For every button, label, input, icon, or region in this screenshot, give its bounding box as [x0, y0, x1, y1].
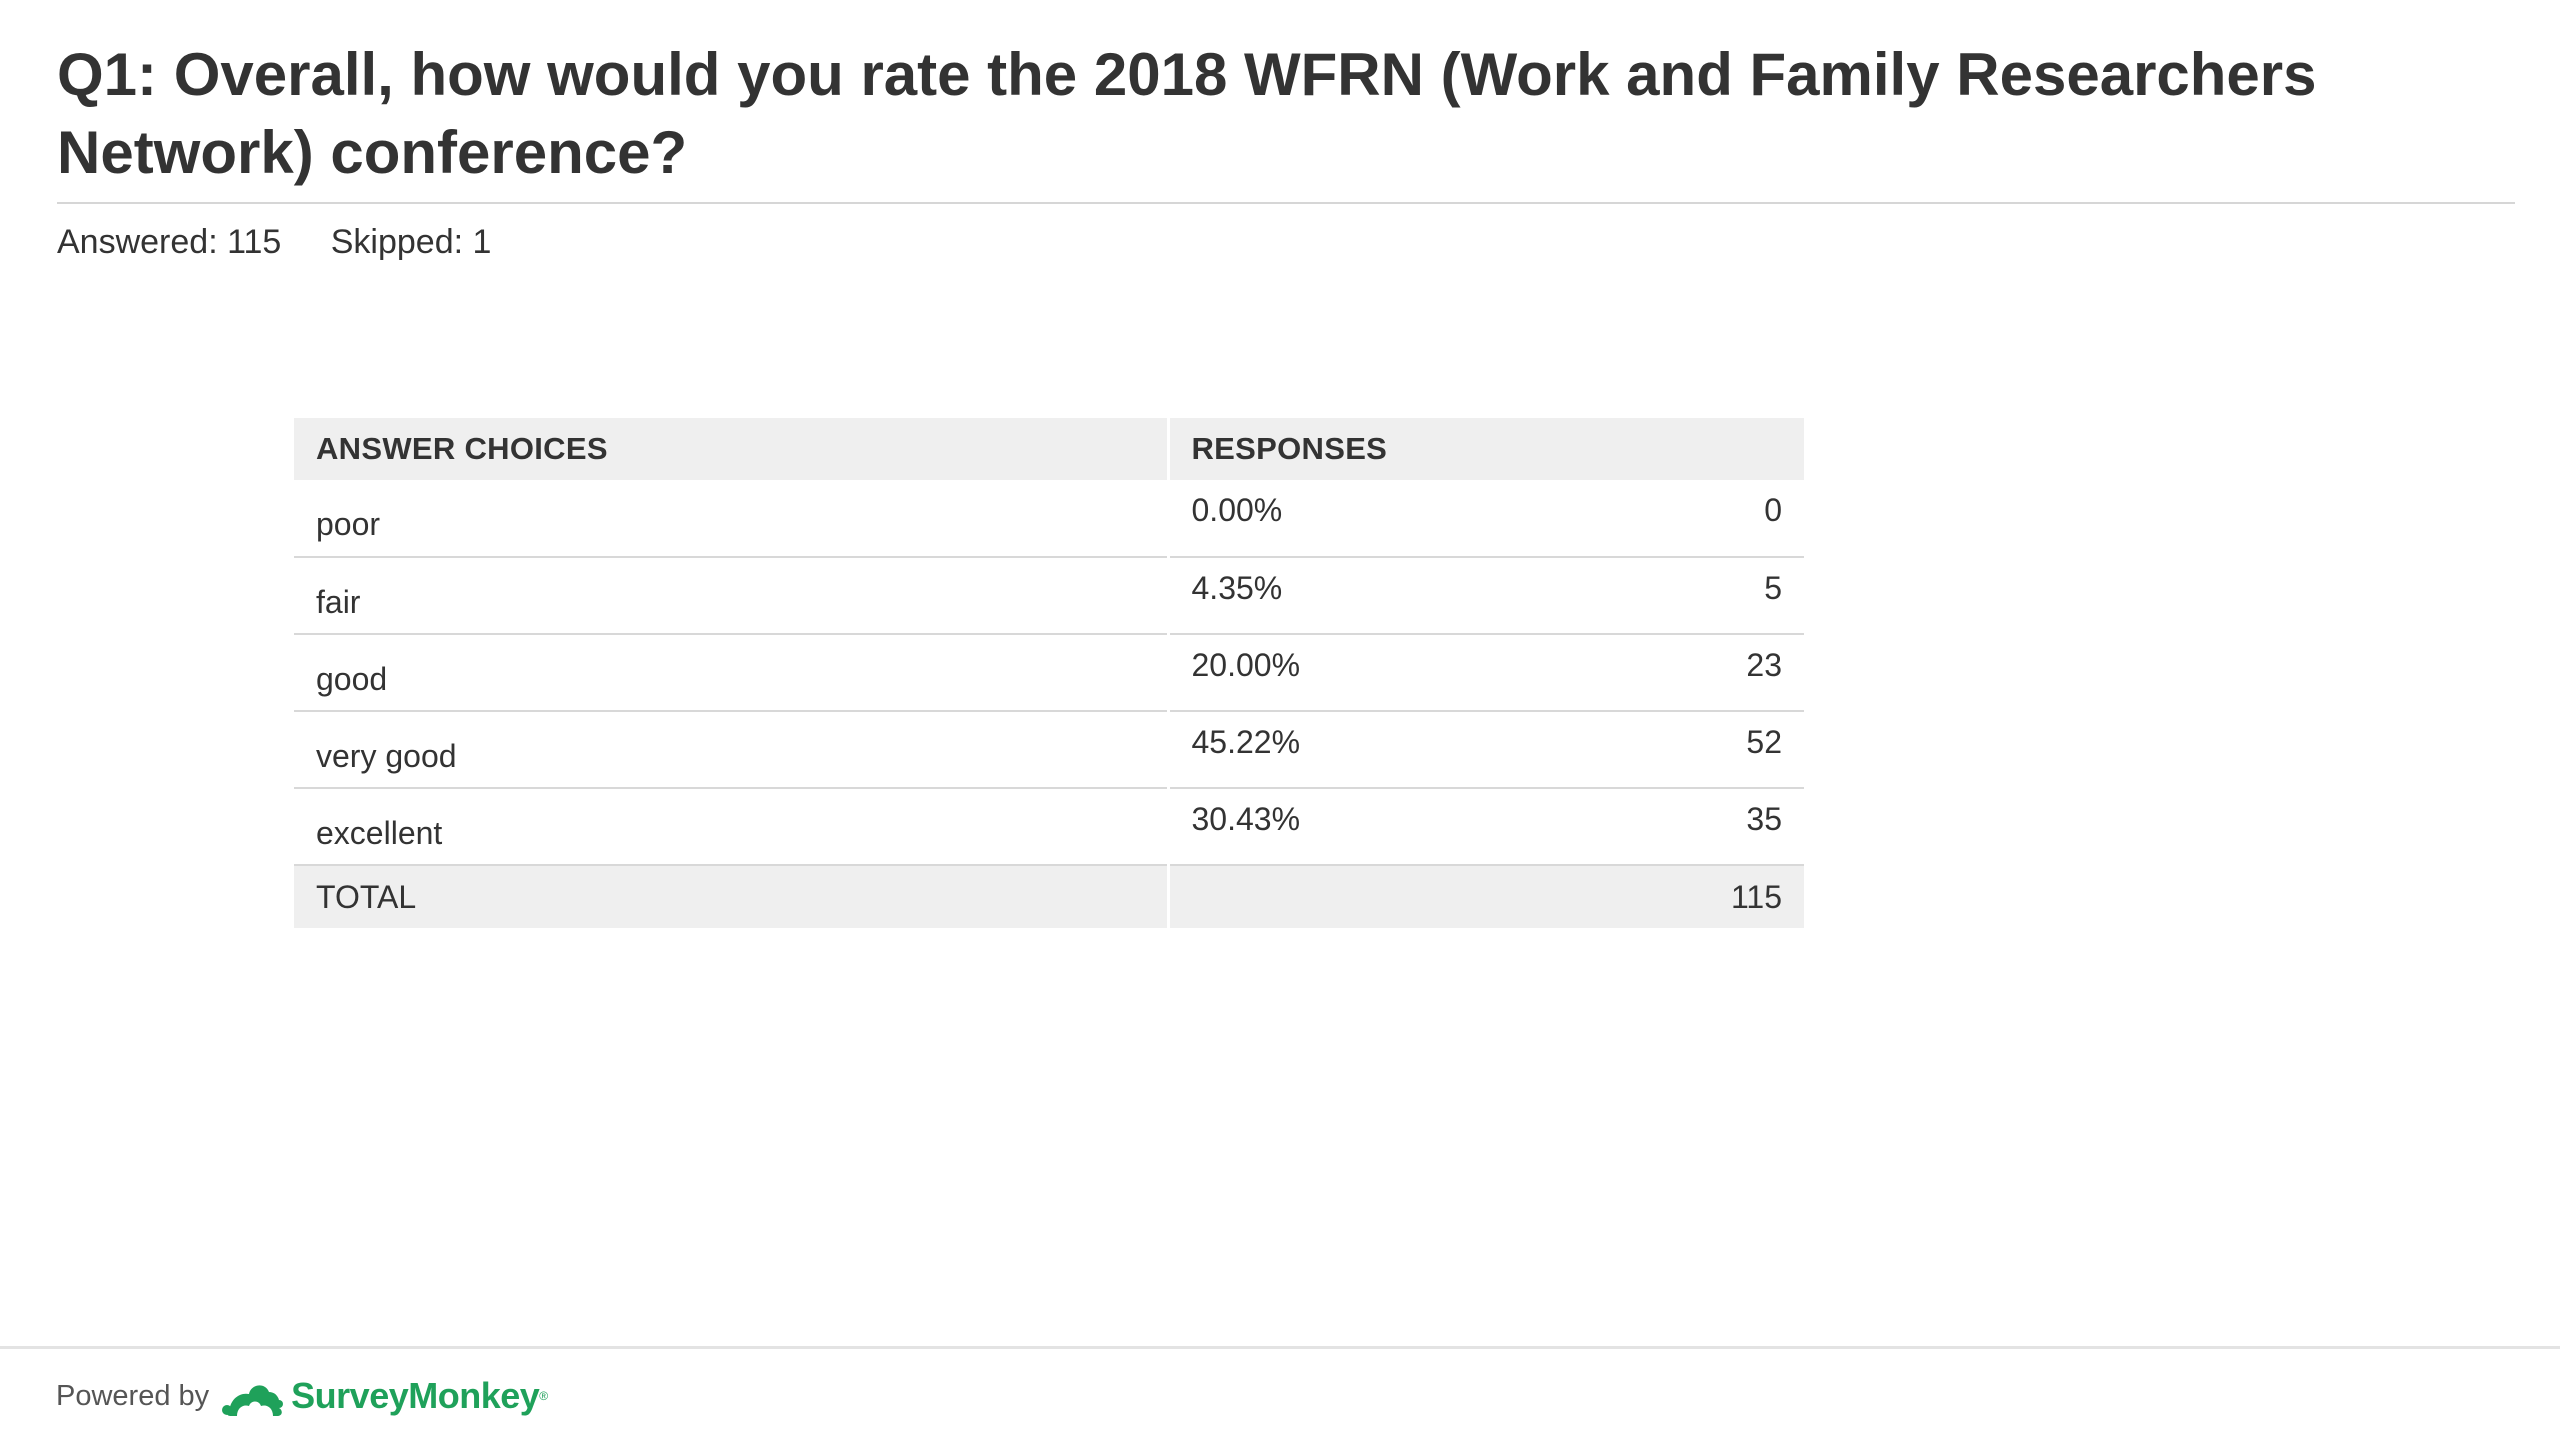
response-percent: 20.00% [1191, 647, 1301, 683]
response-cell: 4.35% 5 [1168, 557, 1804, 635]
response-percent: 0.00% [1191, 492, 1283, 528]
answer-choice: very good [294, 711, 1170, 789]
header-responses: RESPONSES [1168, 418, 1804, 480]
table-header-row: ANSWER CHOICES RESPONSES [294, 418, 1804, 480]
answer-choice: excellent [294, 788, 1170, 866]
table-row: excellent 30.43% 35 [294, 788, 1804, 866]
total-cell: 115 [1168, 865, 1804, 928]
response-stats: Answered: 115 Skipped: 1 [57, 220, 491, 264]
footer-divider [0, 1346, 2560, 1349]
response-percent: 4.35% [1191, 570, 1283, 606]
surveymonkey-logo-icon [222, 1385, 284, 1416]
footer: Powered by SurveyMonkey ® [56, 1366, 548, 1426]
total-label: TOTAL [294, 865, 1170, 928]
surveymonkey-brand: SurveyMonkey [291, 1375, 540, 1416]
response-cell: 20.00% 23 [1168, 634, 1804, 712]
response-cell: 30.43% 35 [1168, 788, 1804, 866]
response-percent: 45.22% [1191, 724, 1301, 760]
table-row: very good 45.22% 52 [294, 711, 1804, 789]
skipped-count: Skipped: 1 [330, 223, 492, 261]
header-answer-choices: ANSWER CHOICES [294, 418, 1170, 480]
registered-mark: ® [539, 1389, 549, 1403]
answer-choice: poor [294, 480, 1170, 558]
response-count: 23 [1746, 647, 1782, 683]
response-count: 0 [1764, 492, 1782, 528]
total-count: 115 [1730, 878, 1782, 915]
answered-count: Answered: 115 [57, 223, 282, 261]
response-cell: 45.22% 52 [1168, 711, 1804, 789]
table-row: good 20.00% 23 [294, 634, 1804, 712]
powered-by-label: Powered by [56, 1379, 210, 1412]
answer-choice: fair [294, 557, 1170, 635]
results-table: ANSWER CHOICES RESPONSES poor 0.00% 0 fa… [294, 418, 1804, 928]
total-row: TOTAL 115 [294, 865, 1804, 928]
response-cell: 0.00% 0 [1168, 480, 1804, 558]
question-title: Q1: Overall, how would you rate the 2018… [57, 41, 2317, 186]
response-count: 35 [1746, 801, 1782, 837]
response-count: 52 [1746, 724, 1782, 760]
response-count: 5 [1764, 570, 1782, 606]
answer-choice: good [294, 634, 1170, 712]
table-row: poor 0.00% 0 [294, 480, 1804, 558]
title-divider [57, 202, 2515, 204]
response-percent: 30.43% [1191, 801, 1301, 837]
table-row: fair 4.35% 5 [294, 557, 1804, 635]
